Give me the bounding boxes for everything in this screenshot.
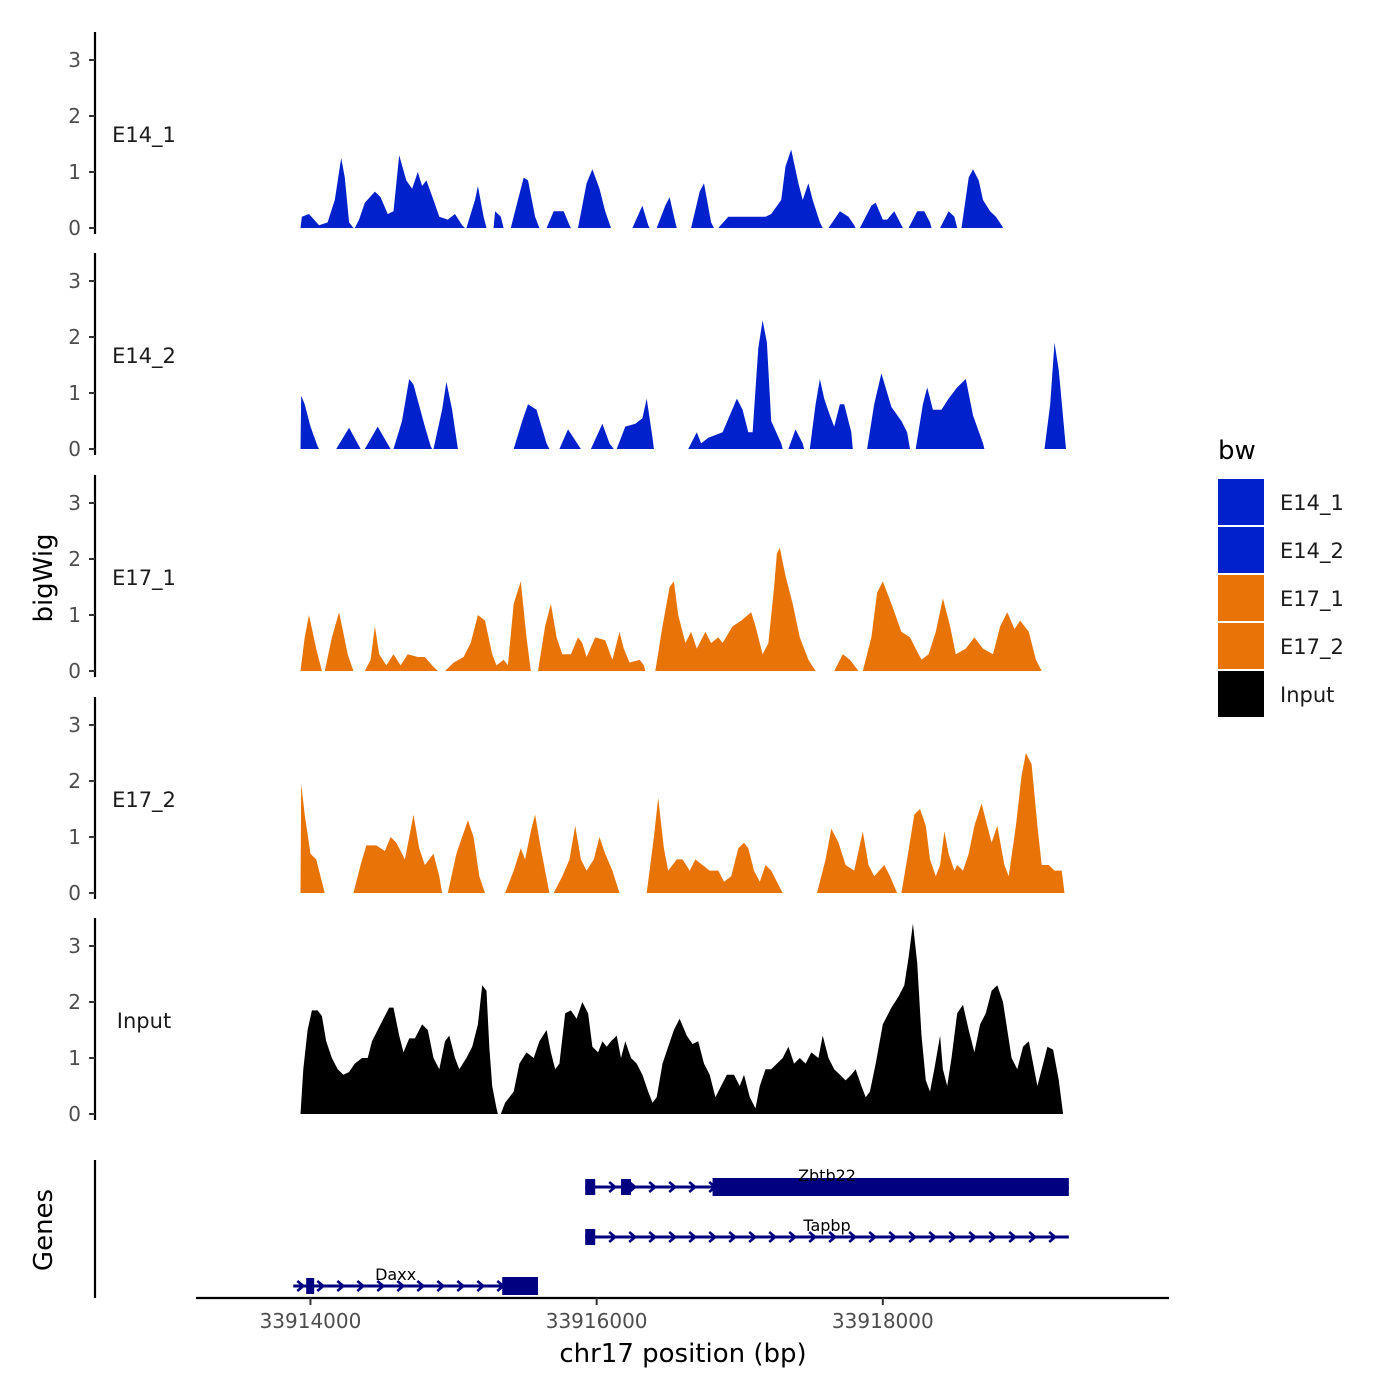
y-tick-label: 3 bbox=[68, 934, 81, 958]
gene-Zbtb22: Zbtb22 bbox=[585, 1166, 1069, 1196]
legend-swatch bbox=[1218, 671, 1264, 717]
y-tick-label: 0 bbox=[68, 1102, 81, 1126]
legend-item-E14_2: E14_2 bbox=[1218, 527, 1344, 573]
y-tick-label: 3 bbox=[68, 48, 81, 72]
legend-label: Input bbox=[1280, 683, 1334, 707]
genes-track: Zbtb22 Tapbp Daxx bbox=[93, 1160, 1069, 1298]
legend-swatch bbox=[1218, 575, 1264, 621]
panel-E14_1: 0 1 2 3 E14_1 bbox=[68, 32, 1003, 240]
x-axis-title: chr17 position (bp) bbox=[559, 1339, 806, 1369]
panel-E17_1: 0 1 2 3 E17_1 bbox=[68, 475, 1042, 683]
legend-item-Input: Input bbox=[1218, 671, 1334, 717]
coverage-area-E17_1 bbox=[300, 547, 1042, 671]
legend-items: E14_1 E14_2 E17_1 E17_2 Input bbox=[1218, 479, 1344, 717]
x-tick-label: 33916000 bbox=[546, 1309, 648, 1333]
legend-title: bw bbox=[1218, 436, 1256, 466]
y-tick-label: 1 bbox=[68, 1046, 81, 1070]
gene-coding-block bbox=[502, 1277, 538, 1295]
gene-name-label: Tapbp bbox=[802, 1216, 850, 1235]
gene-exon bbox=[306, 1278, 315, 1294]
coverage-panels: 0 1 2 3 E14_1 0 1 2 3 E14_2 0 1 2 3 E17_1 0 1 2 3 E17_2 0 1 2 3… bbox=[68, 32, 1066, 1126]
y-tick-label: 0 bbox=[68, 437, 81, 461]
y-tick-label: 0 bbox=[68, 881, 81, 905]
panel-label: E14_2 bbox=[112, 344, 176, 369]
gene-Daxx: Daxx bbox=[293, 1265, 538, 1295]
panel-label: E17_1 bbox=[112, 566, 176, 591]
coverage-area-Input bbox=[300, 923, 1064, 1114]
x-axis: 33914000 33916000 33918000 bbox=[196, 1296, 1169, 1333]
x-tick-label: 33914000 bbox=[260, 1309, 362, 1333]
y-tick-label: 1 bbox=[68, 603, 81, 627]
y-tick-label: 2 bbox=[68, 990, 81, 1014]
y-tick-label: 2 bbox=[68, 325, 81, 349]
legend: bw E14_1 E14_2 E17_1 E17_2 Input bbox=[1218, 436, 1344, 717]
panel-E14_2: 0 1 2 3 E14_2 bbox=[68, 253, 1066, 461]
legend-swatch bbox=[1218, 527, 1264, 573]
y-tick-label: 1 bbox=[68, 825, 81, 849]
coverage-area-E14_1 bbox=[300, 149, 1003, 228]
legend-label: E14_2 bbox=[1280, 539, 1344, 564]
y-tick-label: 3 bbox=[68, 713, 81, 737]
y-tick-label: 2 bbox=[68, 769, 81, 793]
legend-item-E17_1: E17_1 bbox=[1218, 575, 1344, 621]
y-tick-label: 2 bbox=[68, 104, 81, 128]
coverage-area-E14_2 bbox=[300, 320, 1066, 449]
y-tick-label: 1 bbox=[68, 160, 81, 184]
legend-item-E17_2: E17_2 bbox=[1218, 623, 1344, 669]
y-tick-label: 1 bbox=[68, 381, 81, 405]
panel-label: Input bbox=[117, 1009, 171, 1033]
y-tick-label: 3 bbox=[68, 491, 81, 515]
x-tick-label: 33918000 bbox=[832, 1309, 934, 1333]
gene-coding-block bbox=[712, 1178, 1069, 1196]
legend-label: E17_1 bbox=[1280, 587, 1344, 612]
legend-label: E17_2 bbox=[1280, 635, 1344, 660]
panel-E17_2: 0 1 2 3 E17_2 bbox=[68, 697, 1065, 905]
gene-exon bbox=[620, 1179, 631, 1195]
y-tick-label: 2 bbox=[68, 547, 81, 571]
legend-label: E14_1 bbox=[1280, 491, 1344, 516]
coverage-area-E17_2 bbox=[300, 753, 1065, 893]
genes-track-title: Genes bbox=[29, 1189, 59, 1271]
legend-swatch bbox=[1218, 623, 1264, 669]
panel-label: E14_1 bbox=[112, 123, 176, 148]
legend-swatch bbox=[1218, 479, 1264, 525]
gene-name-label: Daxx bbox=[375, 1265, 416, 1284]
y-tick-label: 3 bbox=[68, 269, 81, 293]
gene-name-label: Zbtb22 bbox=[798, 1166, 856, 1185]
gene-Tapbp: Tapbp bbox=[585, 1216, 1069, 1245]
panel-label: E17_2 bbox=[112, 788, 176, 813]
y-axis-title: bigWig bbox=[29, 533, 59, 622]
legend-item-E14_1: E14_1 bbox=[1218, 479, 1344, 525]
y-tick-label: 0 bbox=[68, 659, 81, 683]
gene-exon bbox=[585, 1229, 596, 1245]
gene-exon bbox=[585, 1179, 596, 1195]
panel-Input: 0 1 2 3 Input bbox=[68, 918, 1064, 1126]
y-tick-label: 0 bbox=[68, 216, 81, 240]
